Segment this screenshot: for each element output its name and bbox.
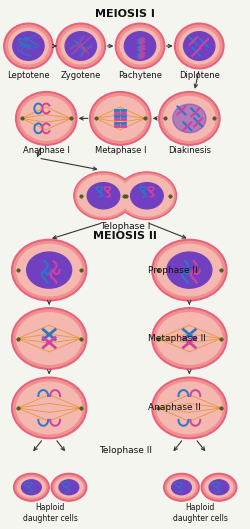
- Ellipse shape: [18, 94, 75, 143]
- Ellipse shape: [154, 241, 225, 299]
- Ellipse shape: [184, 32, 215, 60]
- Text: Metaphase I: Metaphase I: [94, 146, 146, 155]
- Ellipse shape: [115, 23, 165, 69]
- Ellipse shape: [92, 94, 149, 143]
- Ellipse shape: [117, 25, 163, 67]
- Text: Haploid
daughter cells: Haploid daughter cells: [23, 503, 78, 523]
- Text: MEIOSIS II: MEIOSIS II: [93, 231, 157, 241]
- Text: Leptotene: Leptotene: [7, 71, 50, 80]
- Ellipse shape: [121, 176, 173, 216]
- Ellipse shape: [167, 252, 212, 288]
- Ellipse shape: [124, 32, 156, 60]
- Ellipse shape: [6, 25, 51, 67]
- Ellipse shape: [14, 379, 85, 436]
- Ellipse shape: [152, 239, 227, 301]
- Ellipse shape: [203, 476, 235, 499]
- Text: Telophase I: Telophase I: [100, 222, 150, 231]
- Text: Diakinesis: Diakinesis: [168, 146, 211, 155]
- Ellipse shape: [117, 172, 176, 220]
- Ellipse shape: [164, 97, 215, 140]
- Ellipse shape: [161, 94, 218, 143]
- Text: Metaphase II: Metaphase II: [148, 334, 206, 343]
- Ellipse shape: [9, 28, 48, 64]
- Ellipse shape: [16, 92, 77, 145]
- Ellipse shape: [27, 252, 72, 288]
- Ellipse shape: [157, 244, 222, 296]
- Ellipse shape: [152, 308, 227, 369]
- Ellipse shape: [201, 473, 237, 501]
- Ellipse shape: [209, 480, 229, 495]
- Text: Telophase II: Telophase II: [99, 445, 152, 454]
- Ellipse shape: [4, 23, 53, 69]
- Ellipse shape: [164, 473, 199, 501]
- Ellipse shape: [154, 310, 225, 367]
- Ellipse shape: [61, 28, 100, 64]
- Ellipse shape: [14, 310, 85, 367]
- Ellipse shape: [154, 379, 225, 436]
- Ellipse shape: [87, 183, 120, 209]
- Text: Haploid
daughter cells: Haploid daughter cells: [173, 503, 228, 523]
- Ellipse shape: [20, 97, 72, 140]
- Ellipse shape: [58, 25, 104, 67]
- Ellipse shape: [51, 473, 87, 501]
- Ellipse shape: [157, 382, 222, 434]
- Ellipse shape: [159, 92, 220, 145]
- Ellipse shape: [77, 176, 130, 216]
- Ellipse shape: [18, 477, 45, 497]
- Ellipse shape: [120, 28, 160, 64]
- Text: Prophase II: Prophase II: [148, 266, 198, 275]
- Ellipse shape: [94, 97, 146, 140]
- Ellipse shape: [59, 480, 79, 495]
- Ellipse shape: [12, 377, 87, 439]
- Ellipse shape: [14, 473, 49, 501]
- Ellipse shape: [53, 476, 85, 499]
- Ellipse shape: [172, 480, 191, 495]
- Ellipse shape: [16, 244, 82, 296]
- Ellipse shape: [13, 32, 44, 60]
- Ellipse shape: [90, 92, 151, 145]
- Ellipse shape: [75, 174, 132, 218]
- Ellipse shape: [157, 313, 222, 364]
- Ellipse shape: [168, 477, 195, 497]
- Text: Diplotene: Diplotene: [179, 71, 220, 80]
- Ellipse shape: [176, 25, 222, 67]
- Text: Zygotene: Zygotene: [60, 71, 101, 80]
- Ellipse shape: [166, 476, 197, 499]
- Text: MEIOSIS I: MEIOSIS I: [95, 10, 155, 20]
- Ellipse shape: [174, 23, 224, 69]
- Ellipse shape: [16, 476, 47, 499]
- Ellipse shape: [16, 313, 82, 364]
- Ellipse shape: [16, 382, 82, 434]
- Ellipse shape: [14, 241, 85, 299]
- Ellipse shape: [180, 28, 219, 64]
- Ellipse shape: [55, 477, 83, 497]
- Ellipse shape: [130, 183, 163, 209]
- Ellipse shape: [12, 239, 87, 301]
- Ellipse shape: [12, 308, 87, 369]
- Text: Anaphase II: Anaphase II: [148, 404, 201, 413]
- Ellipse shape: [22, 480, 41, 495]
- Ellipse shape: [152, 377, 227, 439]
- Ellipse shape: [205, 477, 233, 497]
- Ellipse shape: [119, 174, 175, 218]
- Text: Anaphase I: Anaphase I: [23, 146, 70, 155]
- Ellipse shape: [65, 32, 96, 60]
- Ellipse shape: [173, 104, 206, 133]
- Text: Pachytene: Pachytene: [118, 71, 162, 80]
- Ellipse shape: [56, 23, 106, 69]
- Ellipse shape: [74, 172, 133, 220]
